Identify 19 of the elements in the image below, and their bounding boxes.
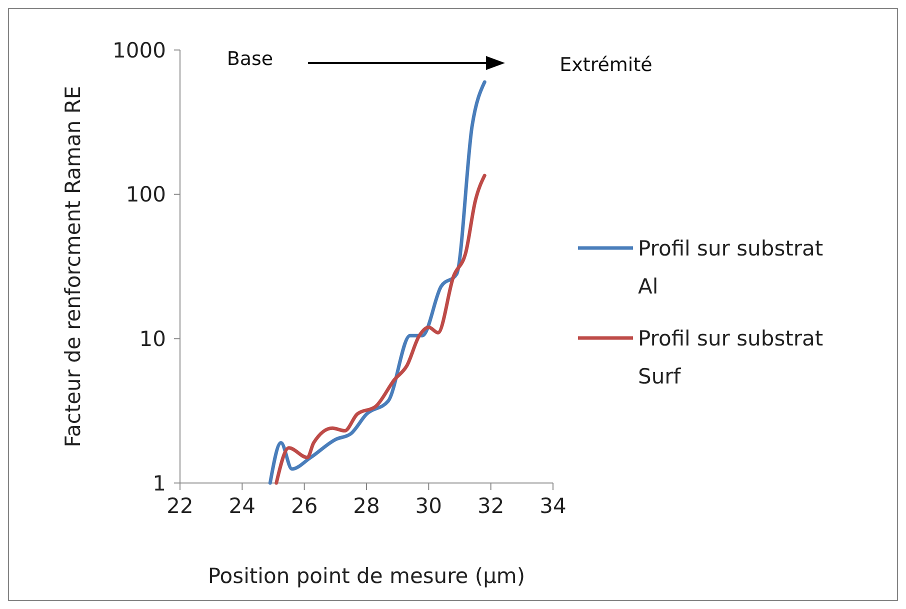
- x-tick-label: 24: [228, 494, 256, 518]
- y-axis-title: Facteur de renforcment Raman RE: [61, 86, 85, 448]
- annotation: Base: [226, 48, 274, 70]
- x-tick-label: 32: [477, 494, 504, 518]
- legend-label: Profil sur substrat Al: [638, 236, 824, 298]
- line-series: [268, 80, 486, 485]
- x-tick-label: 28: [353, 494, 380, 518]
- line-series: [274, 174, 486, 485]
- y-tick-label: 100: [126, 182, 166, 207]
- x-tick-label: 30: [415, 494, 442, 518]
- x-axis-title: Position point de mesure (µm): [208, 564, 526, 588]
- x-tick-label: 22: [166, 494, 194, 518]
- legend-label: Profil sur substrat Surf: [638, 326, 824, 388]
- y-tick-label: 10: [139, 327, 166, 352]
- x-tick-label: 34: [540, 494, 566, 518]
- x-tick-label: 26: [290, 494, 318, 518]
- text: Extrémité: [560, 54, 652, 76]
- y-tick-label: 1: [152, 471, 166, 496]
- y-tick-label: 1000: [112, 38, 166, 62]
